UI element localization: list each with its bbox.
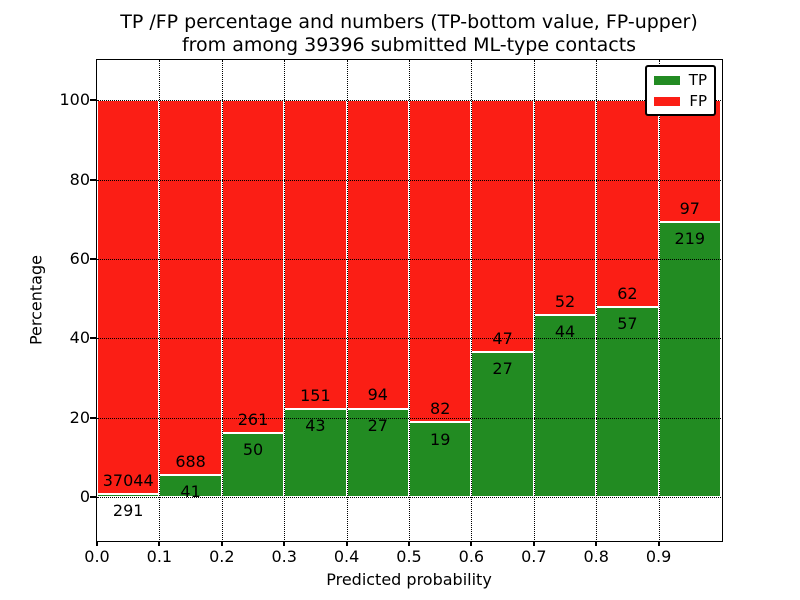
y-tick-label: 20 (69, 407, 90, 427)
fp-count-label: 94 (367, 385, 388, 405)
y-tick-mark (89, 337, 96, 340)
x-tick-mark (96, 541, 98, 546)
x-tick-mark (532, 541, 535, 546)
legend-swatch-tp-icon (654, 75, 680, 85)
x-tick-label: 0.4 (333, 547, 360, 566)
legend-entry-tp: TP (654, 72, 707, 88)
bar-segment-tp (221, 433, 285, 498)
bar-segment-fp (159, 100, 222, 475)
y-tick-label: 80 (69, 169, 90, 189)
x-tick-label: 0.7 (521, 547, 547, 566)
y-axis-label: Percentage (26, 255, 46, 346)
bar-segment-fp (409, 100, 472, 423)
y-tick-mark (89, 99, 96, 102)
bar-segment-tp (97, 494, 160, 498)
legend-label-fp: FP (689, 92, 707, 110)
y-tick-mark (89, 257, 96, 260)
x-tick-label: 0.6 (458, 547, 485, 566)
bar-segment-fp (221, 100, 285, 434)
x-gridline (596, 60, 598, 540)
bar-segment-fp (471, 100, 534, 353)
fp-count-label: 37044 (102, 470, 154, 490)
x-gridline (409, 60, 410, 540)
tp-count-label: 57 (617, 314, 638, 334)
chart-title-line-1: TP /FP percentage and numbers (TP-bottom… (120, 11, 698, 33)
fp-count-label: 82 (430, 399, 451, 419)
x-tick-mark (470, 541, 473, 546)
fp-count-label: 261 (237, 410, 269, 430)
legend-entry-fp: FP (654, 93, 707, 109)
tp-count-label: 19 (430, 429, 451, 449)
bar-segment-fp (533, 100, 597, 316)
y-tick-label: 0 (79, 487, 90, 507)
x-gridline (533, 60, 535, 540)
fp-count-label: 52 (554, 292, 576, 312)
legend: TP FP (645, 65, 716, 116)
x-gridline (658, 60, 660, 540)
tp-count-label: 43 (305, 416, 326, 436)
bar-segment-fp (97, 100, 160, 495)
fp-count-label: 688 (175, 451, 206, 471)
legend-label-tp: TP (688, 71, 707, 89)
x-tick-label: 0.3 (271, 547, 297, 566)
legend-swatch-fp-icon (654, 96, 681, 106)
x-tick-label: 0.1 (146, 547, 173, 566)
x-tick-label: 0.8 (583, 547, 609, 566)
tp-count-label: 44 (554, 322, 576, 342)
x-tick-mark (657, 541, 660, 546)
x-tick-label: 0.5 (396, 547, 422, 566)
x-gridline (221, 60, 223, 540)
chart-title: TP /FP percentage and numbers (TP-bottom… (49, 11, 769, 57)
fp-count-label: 47 (492, 329, 513, 349)
bar-segment-tp (409, 422, 472, 498)
bar-segment-tp (284, 409, 347, 498)
bar-segment-tp (471, 352, 534, 498)
x-tick-mark (283, 541, 286, 546)
bar-segment-tp (658, 221, 721, 498)
tp-count-label: 219 (674, 229, 706, 249)
x-tick-mark (158, 541, 161, 546)
y-tick-mark (89, 178, 96, 181)
y-tick-label: 40 (69, 328, 90, 348)
x-gridline (471, 60, 473, 540)
bar-segment-fp (346, 100, 409, 409)
x-tick-mark (408, 541, 410, 546)
tp-count-label: 50 (242, 440, 264, 460)
tp-count-label: 27 (367, 415, 388, 435)
x-tick-label: 0.0 (84, 547, 110, 566)
bar-segment-tp (346, 408, 409, 498)
tp-count-label: 27 (492, 359, 513, 379)
x-tick-mark (220, 541, 223, 546)
fp-count-label: 151 (300, 386, 331, 406)
x-axis-label: Predicted probability (326, 570, 492, 589)
x-gridline (159, 60, 161, 540)
y-tick-label: 100 (59, 90, 90, 110)
chart-title-line-2: from among 39396 submitted ML-type conta… (181, 34, 637, 56)
x-tick-mark (595, 541, 598, 546)
x-gridline (346, 60, 348, 540)
x-tick-label: 0.2 (209, 547, 235, 566)
y-tick-mark (89, 416, 96, 419)
x-tick-label: 0.9 (645, 547, 672, 566)
bar-segment-fp (284, 100, 347, 410)
y-tick-label: 60 (69, 248, 90, 268)
tp-count-label: 41 (180, 481, 201, 501)
bar-segment-tp (596, 306, 659, 498)
bar-segment-tp (533, 315, 597, 498)
tp-count-label: 291 (112, 501, 144, 521)
x-tick-mark (345, 541, 348, 546)
fp-count-label: 97 (679, 198, 700, 218)
bar-segment-fp (658, 100, 721, 222)
fp-count-label: 62 (617, 283, 638, 303)
y-tick-mark (89, 496, 96, 499)
bar-segment-fp (596, 100, 659, 307)
x-gridline (284, 60, 286, 540)
